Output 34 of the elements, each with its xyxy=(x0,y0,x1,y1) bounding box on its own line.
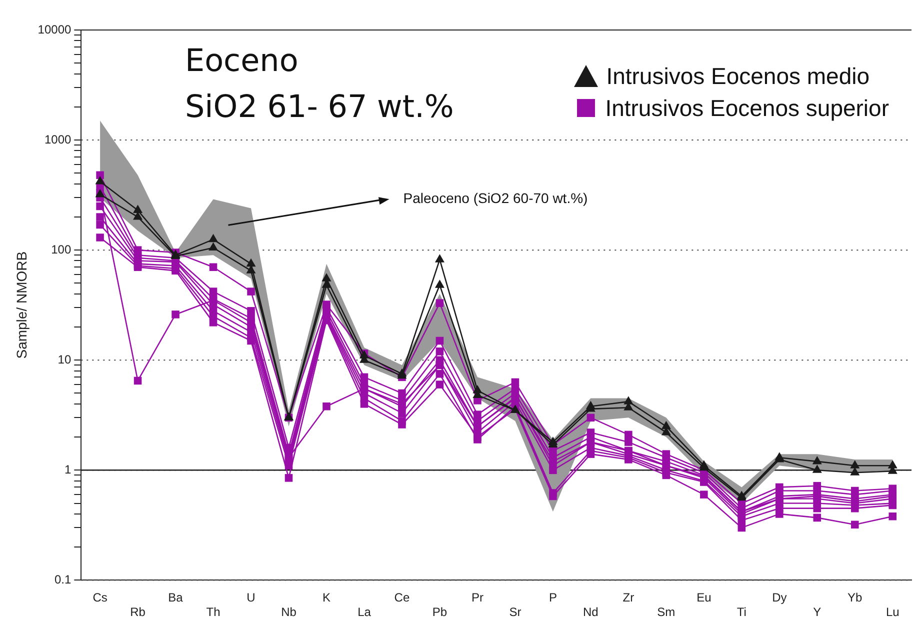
annotation: Paleoceno (SiO2 60-70 wt.%) xyxy=(403,190,588,206)
x-tick-label: Ba xyxy=(168,590,184,605)
chart-title: Eoceno xyxy=(185,42,300,81)
x-tick-label: Lu xyxy=(886,605,900,620)
y-tick-label: 10000 xyxy=(38,22,72,36)
x-tick-label: La xyxy=(358,605,372,620)
x-tick-label: Sr xyxy=(509,605,522,620)
text: SiO2 61- 67 wt.% xyxy=(185,88,454,127)
x-tick-label: Nd xyxy=(583,605,598,620)
x-tick-label: Th xyxy=(206,605,220,620)
legend-label: Intrusivos Eocenos superior xyxy=(605,94,889,122)
x-tick-label: Cs xyxy=(92,590,108,605)
x-tick-label: Pb xyxy=(432,605,448,620)
x-tick-label: Nb xyxy=(281,605,297,620)
x-tick-label: Sm xyxy=(657,605,676,620)
x-tick-label: Zr xyxy=(622,590,634,605)
x-tick-label: Ce xyxy=(394,590,410,605)
x-tick-label: Y xyxy=(813,605,822,620)
y-tick-label: 0.1 xyxy=(54,572,72,587)
x-tick-label: Dy xyxy=(772,590,787,605)
y-tick-label: 100 xyxy=(51,242,72,256)
x-tick-label: Eu xyxy=(696,590,712,605)
x-tick-label: U xyxy=(246,590,256,605)
y-tick-label: 1 xyxy=(64,462,72,476)
x-tick-label: P xyxy=(548,590,557,605)
x-tick-label: Rb xyxy=(130,605,146,620)
y-tick-label: 1000 xyxy=(44,132,72,146)
x-tick-label: Ti xyxy=(736,605,746,620)
x-tick-label: Yb xyxy=(848,590,863,605)
y-axis-title: Sample/ NMORB xyxy=(13,251,30,359)
x-tick-label: K xyxy=(322,590,330,605)
legend-label: Intrusivos Eocenos medio xyxy=(606,62,870,90)
x-tick-label: Pr xyxy=(471,590,484,605)
y-tick-label: 10 xyxy=(58,352,72,366)
